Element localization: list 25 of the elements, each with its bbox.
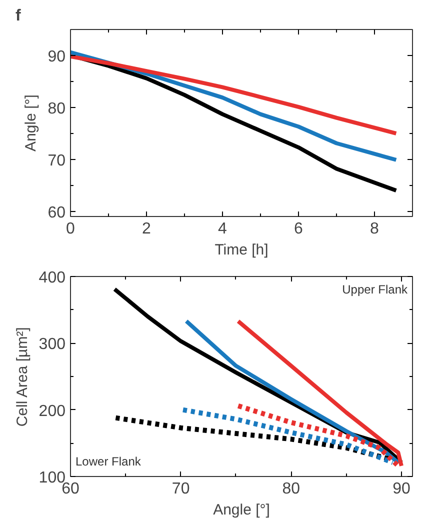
- y-tick-label: 200: [38, 402, 66, 420]
- annotation: Upper Flank: [342, 282, 408, 296]
- x-axis-title: Angle [°]: [213, 502, 270, 518]
- annotation: Lower Flank: [76, 454, 142, 468]
- y-tick-label: 90: [48, 48, 66, 66]
- line-series: [70, 54, 398, 136]
- line-series: [236, 319, 404, 468]
- x-tick-label: 2: [142, 220, 152, 238]
- y-tick-label: 60: [48, 204, 66, 222]
- y-tick-label: 300: [38, 336, 66, 354]
- x-tick-label: 8: [370, 220, 380, 238]
- y-axis-title: Angle [°]: [22, 94, 40, 152]
- line-series: [184, 319, 400, 464]
- x-tick-label: 0: [66, 220, 76, 238]
- y-tick-label: 70: [48, 152, 66, 170]
- x-tick-label: 90: [392, 480, 410, 498]
- x-tick-label: 6: [294, 220, 304, 238]
- y-tick-label: 80: [48, 100, 66, 118]
- x-axis-title: Time [h]: [214, 242, 268, 258]
- x-tick-label: 80: [282, 480, 300, 498]
- chart-title: f: [16, 8, 22, 24]
- x-tick-label: 70: [172, 480, 190, 498]
- y-tick-label: 400: [38, 270, 66, 286]
- y-axis-title: Cell Area [µm²]: [14, 327, 31, 427]
- x-tick-label: 4: [218, 220, 228, 238]
